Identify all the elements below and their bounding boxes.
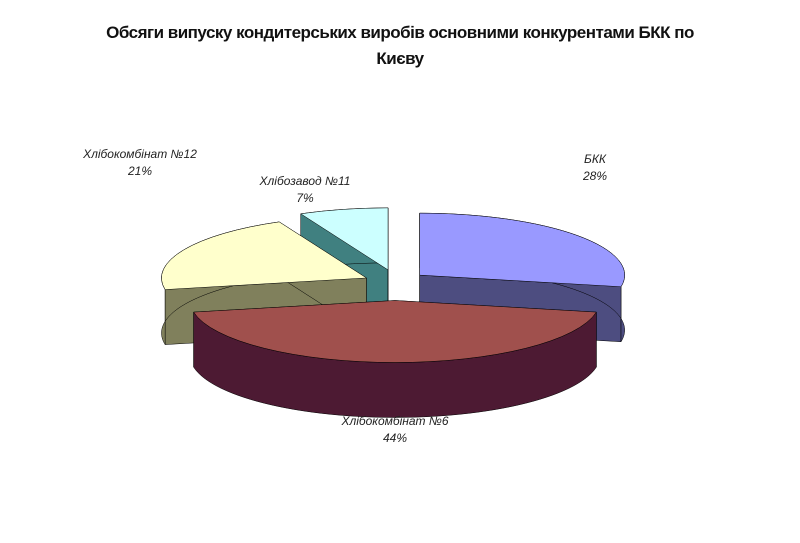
- slice-label: Хлібокомбінат №12: [82, 147, 197, 161]
- slice: [193, 300, 597, 363]
- chart-title: Обсяги випуску кондитерських виробів осн…: [106, 23, 694, 68]
- slice-value-label: 7%: [296, 191, 314, 205]
- slice-label: Хлібокомбінат №6: [340, 414, 448, 428]
- slice: [300, 207, 389, 271]
- slice: [419, 212, 625, 288]
- slice-value-label: 28%: [582, 169, 607, 183]
- slice-value-label: 44%: [383, 431, 407, 445]
- slice-label: Хлібозавод №11: [259, 174, 351, 188]
- slice-group: [193, 300, 597, 418]
- slice-label: БКК: [584, 152, 607, 166]
- slice: [161, 221, 368, 290]
- slice-value-label: 21%: [127, 164, 152, 178]
